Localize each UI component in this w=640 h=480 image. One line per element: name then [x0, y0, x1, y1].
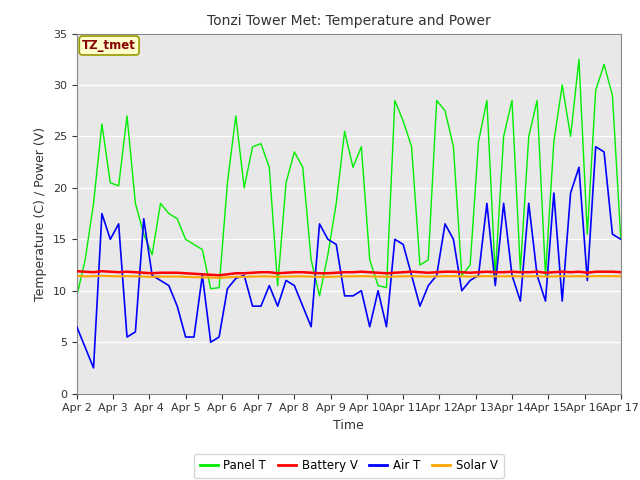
- Panel T: [617, 237, 625, 242]
- Air T: [316, 221, 323, 227]
- Solar V: [215, 275, 223, 281]
- Panel T: [115, 183, 122, 189]
- Solar V: [584, 274, 591, 279]
- Battery V: [508, 269, 516, 275]
- Battery V: [215, 273, 223, 278]
- Air T: [73, 324, 81, 330]
- Title: Tonzi Tower Met: Temperature and Power: Tonzi Tower Met: Temperature and Power: [207, 14, 491, 28]
- Line: Air T: Air T: [77, 147, 621, 368]
- Line: Panel T: Panel T: [77, 60, 621, 296]
- Solar V: [617, 274, 625, 279]
- Legend: Panel T, Battery V, Air T, Solar V: Panel T, Battery V, Air T, Solar V: [194, 454, 504, 478]
- Panel T: [73, 293, 81, 299]
- Air T: [249, 303, 257, 309]
- Battery V: [115, 269, 122, 275]
- Air T: [617, 237, 625, 242]
- Battery V: [249, 270, 257, 276]
- Y-axis label: Temperature (C) / Power (V): Temperature (C) / Power (V): [35, 127, 47, 300]
- Battery V: [73, 268, 81, 274]
- Line: Solar V: Solar V: [77, 276, 621, 278]
- Panel T: [584, 231, 591, 237]
- Panel T: [575, 57, 583, 62]
- Battery V: [316, 270, 323, 276]
- Solar V: [316, 274, 323, 280]
- Panel T: [307, 257, 315, 263]
- Panel T: [207, 286, 214, 291]
- Air T: [508, 273, 516, 278]
- Solar V: [73, 273, 81, 279]
- Air T: [90, 365, 97, 371]
- Line: Battery V: Battery V: [77, 271, 621, 276]
- Battery V: [617, 269, 625, 275]
- Solar V: [508, 273, 516, 279]
- Solar V: [249, 274, 257, 279]
- Panel T: [500, 133, 508, 139]
- Solar V: [207, 275, 214, 280]
- Air T: [592, 144, 600, 150]
- Battery V: [207, 272, 214, 277]
- Text: TZ_tmet: TZ_tmet: [82, 39, 136, 52]
- X-axis label: Time: Time: [333, 419, 364, 432]
- Air T: [324, 237, 332, 242]
- Air T: [123, 334, 131, 340]
- Panel T: [241, 185, 248, 191]
- Battery V: [584, 270, 591, 276]
- Air T: [215, 334, 223, 340]
- Solar V: [115, 274, 122, 279]
